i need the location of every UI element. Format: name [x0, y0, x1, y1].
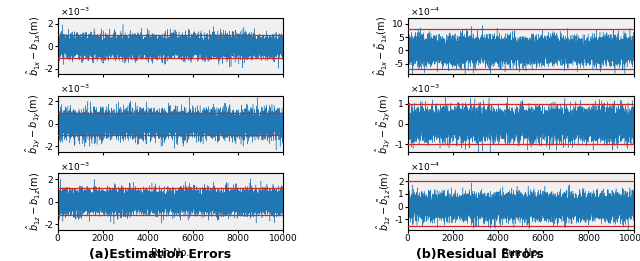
Text: $\times 10^{-3}$: $\times 10^{-3}$ [60, 5, 90, 18]
Y-axis label: $\hat{b}_{1z} - \tilde{b}_{1z}$(m): $\hat{b}_{1z} - \tilde{b}_{1z}$(m) [374, 172, 392, 231]
Y-axis label: $\hat{b}_{1y} - b_{1y}$(m): $\hat{b}_{1y} - b_{1y}$(m) [23, 94, 42, 154]
X-axis label: Run No.: Run No. [502, 248, 540, 258]
Text: $\times 10^{-3}$: $\times 10^{-3}$ [410, 83, 440, 95]
Y-axis label: $\hat{b}_{1x} - b_{1x}$(m): $\hat{b}_{1x} - b_{1x}$(m) [24, 16, 42, 76]
Text: $\times 10^{-4}$: $\times 10^{-4}$ [410, 5, 440, 18]
Y-axis label: $\hat{b}_{1x} - \tilde{b}_{1x}$(m): $\hat{b}_{1x} - \tilde{b}_{1x}$(m) [371, 16, 389, 76]
Text: (a)Estimation Errors: (a)Estimation Errors [89, 248, 231, 261]
Text: $\times 10^{-4}$: $\times 10^{-4}$ [410, 161, 440, 173]
Y-axis label: $\hat{b}_{1z} - b_{1z}$(m): $\hat{b}_{1z} - b_{1z}$(m) [24, 172, 42, 231]
Y-axis label: $\hat{b}_{1y} - \tilde{b}_{1y}$(m): $\hat{b}_{1y} - \tilde{b}_{1y}$(m) [373, 94, 392, 154]
Text: $\times 10^{-3}$: $\times 10^{-3}$ [60, 83, 90, 95]
Text: (b)Residual Errors: (b)Residual Errors [416, 248, 544, 261]
Text: $\times 10^{-3}$: $\times 10^{-3}$ [60, 161, 90, 173]
X-axis label: Run No.: Run No. [152, 248, 189, 258]
